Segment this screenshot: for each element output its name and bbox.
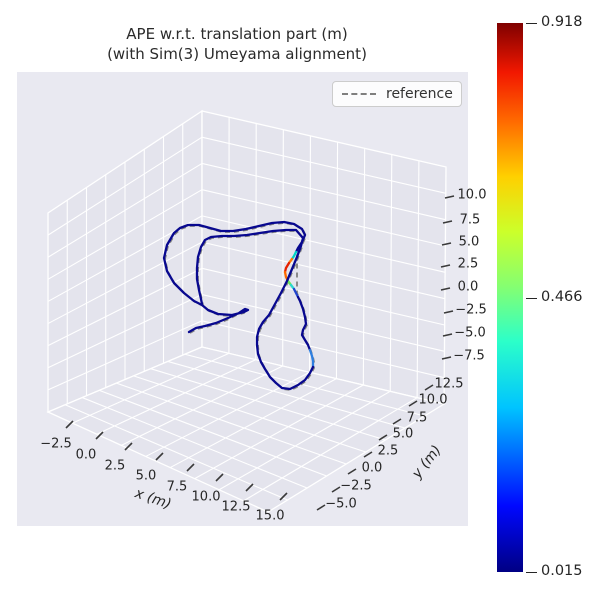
z-tick-mark (440, 264, 451, 268)
grid-lines (47, 117, 446, 502)
y-tick-label: −2.5 (340, 478, 372, 494)
x-tick-mark (155, 452, 164, 461)
colorbar-label-mid: 0.466 (541, 289, 583, 306)
plot-title-line1: APE w.r.t. translation part (m) (126, 25, 348, 43)
y-tick-label: 5.0 (392, 426, 414, 442)
trajectory-segment-low-mid (308, 348, 315, 369)
x-tick-mark (65, 420, 74, 429)
y-tick-label: 7.5 (406, 410, 428, 426)
x-tick-mark (215, 473, 224, 482)
trajectory-segment-mid (290, 250, 298, 261)
x-tick-mark (186, 463, 195, 472)
y-tick-mark (392, 418, 402, 425)
trajectory-segment-low (296, 295, 312, 352)
colorbar-label-min: 0.015 (541, 563, 583, 580)
x-tick-mark (279, 492, 288, 501)
z-tick-mark (441, 242, 452, 246)
x-tick-mark (95, 431, 104, 440)
z-tick-label: −5.0 (454, 325, 486, 341)
plot-title-line2: (with Sim(3) Umeyama alignment) (107, 45, 367, 64)
trajectory-segment-low-mid (292, 287, 300, 299)
y-tick-label: 10.0 (418, 392, 448, 408)
x-tick-mark (245, 483, 254, 492)
legend-label: reference (386, 86, 453, 102)
x-tick-label: 2.5 (104, 458, 126, 474)
x-tick-label: 5.0 (135, 468, 157, 484)
y-tick-label: 2.5 (377, 443, 399, 459)
z-tick-mark (443, 310, 454, 314)
y-tick-label: −5.0 (325, 496, 357, 512)
x-tick-label: 15.0 (255, 508, 285, 524)
z-tick-mark (442, 220, 453, 224)
x-tick-label: 0.0 (75, 447, 97, 463)
trajectory-segment-max (283, 261, 291, 274)
y-tick-label: 0.0 (361, 460, 383, 476)
y-tick-mark (378, 434, 388, 441)
x-tick-label: 7.5 (166, 479, 188, 495)
reference-dashed-line-sample (342, 93, 376, 95)
z-tick-label: 2.5 (457, 256, 479, 272)
y-tick-mark (424, 384, 434, 391)
x-tick-label: −2.5 (40, 436, 72, 452)
z-tick-label: 10.0 (457, 187, 487, 203)
z-tick-label: 5.0 (458, 234, 480, 250)
colorbar-tick-max (526, 23, 537, 24)
colorbar-tick-min (526, 572, 537, 573)
trajectory-segment-low (162, 220, 307, 334)
y-tick-mark (347, 468, 357, 475)
y-tick-mark (363, 451, 373, 458)
estimated-trajectory (162, 220, 315, 391)
x-tick-mark (124, 442, 133, 451)
y-tick-mark (316, 504, 326, 511)
colorbar-tick-mid (526, 298, 537, 299)
z-tick-mark (442, 333, 453, 337)
colorbar (497, 23, 523, 572)
z-tick-mark (444, 195, 455, 199)
plot-title: APE w.r.t. translation part (m) (with Si… (17, 24, 457, 65)
z-tick-mark (440, 287, 451, 291)
trajectory-segment-low (195, 228, 315, 391)
x-tick-label: 12.5 (221, 499, 251, 515)
z-tick-label: −7.5 (453, 348, 485, 364)
legend-box[interactable]: reference (332, 81, 462, 107)
y-tick-mark (331, 486, 341, 493)
colorbar-label-max: 0.918 (541, 14, 583, 31)
z-tick-label: 7.5 (459, 212, 481, 228)
y-tick-label: 12.5 (434, 376, 464, 392)
z-tick-mark (441, 356, 452, 360)
x-tick-label: 10.0 (191, 489, 221, 505)
y-tick-mark (408, 400, 418, 407)
axis-tick-marks (65, 195, 455, 511)
z-tick-label: −2.5 (455, 302, 487, 318)
z-tick-label: 0.0 (457, 279, 479, 295)
